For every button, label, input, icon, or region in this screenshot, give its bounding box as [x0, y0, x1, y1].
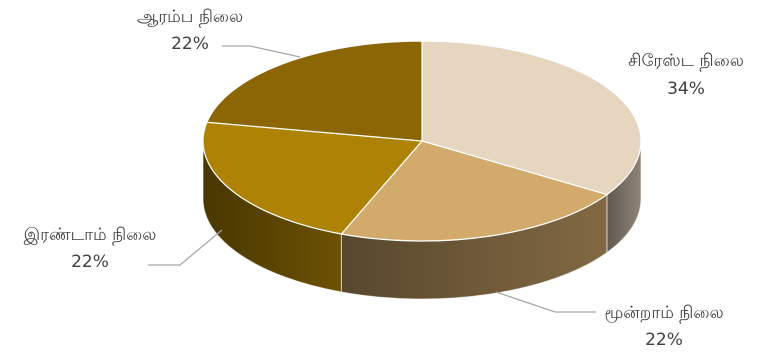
- leader-lines: [148, 45, 596, 313]
- slice-2-top: [202, 121, 424, 235]
- slice-1-top: [340, 140, 609, 242]
- slice-1-leader-line: [495, 291, 596, 313]
- slice-0-name-label: சிரேஸ்ட நிலை: [628, 51, 744, 72]
- slice-3-leader-line: [222, 45, 301, 58]
- slice-2-name-label: இரண்டாம் நிலை: [24, 225, 157, 246]
- slice-0-top: [421, 40, 642, 196]
- slice-1-name-label: மூன்றாம் நிலை: [604, 303, 723, 324]
- slice-0-value-label: 34%: [667, 79, 705, 99]
- slice-3-value-label: 22%: [171, 34, 209, 54]
- pie-tops: [202, 40, 642, 242]
- slice-3-top: [206, 40, 423, 142]
- slice-2-value-label: 22%: [71, 252, 109, 272]
- slice-3-name-label: ஆரம்ப நிலை: [137, 7, 243, 28]
- data-labels: சிரேஸ்ட நிலை 34% மூன்றாம் நிலை 22% இரண்ட…: [24, 7, 744, 350]
- slice-1-value-label: 22%: [645, 330, 683, 350]
- slice-2-leader-line: [148, 229, 223, 266]
